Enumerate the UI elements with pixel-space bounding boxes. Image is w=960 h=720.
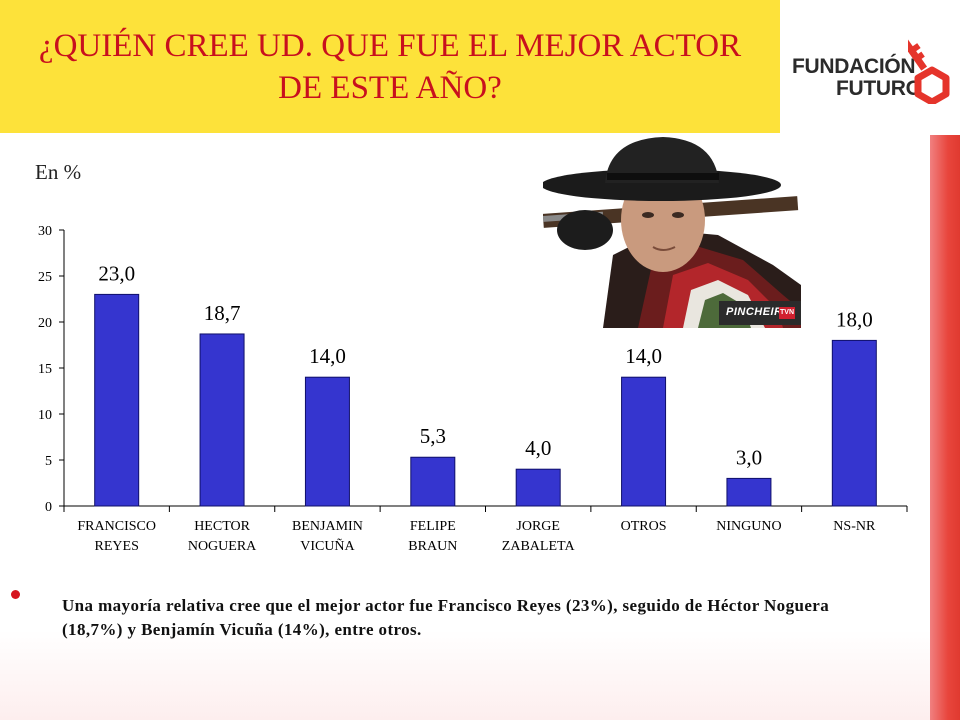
bar: [515, 468, 561, 507]
actor-photo: PINCHEIRA TVN: [543, 135, 801, 328]
decorative-stripe: [930, 135, 960, 720]
title-band: ¿QUIÉN CREE UD. QUE FUE EL MEJOR ACTOR D…: [0, 0, 780, 133]
data-label: 14,0: [625, 344, 662, 368]
x-tick-label: NS-NR: [833, 519, 876, 534]
unit-label: En %: [35, 160, 82, 184]
photo-caption: PINCHEIRA: [726, 306, 792, 318]
x-tick-label: ZABALETA: [502, 539, 576, 554]
bar: [831, 339, 877, 507]
x-tick-label: FRANCISCO: [77, 519, 156, 534]
summary-bullet: Una mayoría relativa cree que el mejor a…: [62, 596, 830, 639]
x-tick-label: REYES: [95, 539, 139, 554]
x-tick-label: NOGUERA: [188, 539, 257, 554]
bar: [410, 456, 456, 507]
data-label: 5,3: [420, 424, 446, 448]
x-tick-label: JORGE: [516, 519, 560, 534]
key-icon: [908, 38, 950, 104]
y-tick-label: 0: [45, 500, 52, 515]
x-tick-label: VICUÑA: [300, 538, 355, 554]
bar-chart: 0 5 10 15 20 25 30 23,0 FRANCISCO REYES 18,7 HECTOR…: [38, 224, 908, 554]
y-tick-label: 20: [38, 316, 52, 331]
data-label: 18,0: [836, 307, 873, 331]
data-label: 14,0: [309, 344, 346, 368]
fundacion-futuro-logo: FUNDACIÓN FUTURO: [790, 30, 960, 110]
y-tick-label: 30: [38, 224, 52, 239]
background-fade: [0, 630, 960, 720]
bar: [94, 293, 140, 507]
bar: [304, 376, 350, 507]
logo-line-1: FUNDACIÓN: [792, 55, 916, 78]
x-tick-label: FELIPE: [410, 519, 456, 534]
y-tick-label: 10: [38, 408, 52, 423]
x-tick-label: OTROS: [621, 519, 667, 534]
y-tick-label: 5: [45, 454, 52, 469]
data-label: 18,7: [204, 301, 241, 325]
logo-line-2: FUTURO: [836, 77, 922, 100]
bullet-icon: [11, 590, 20, 599]
data-label: 23,0: [98, 261, 135, 285]
y-tick-label: 15: [38, 362, 52, 377]
actor-illustration: [543, 135, 801, 328]
data-label: 3,0: [736, 445, 762, 469]
x-tick-label: BRAUN: [408, 539, 457, 554]
x-tick-label: HECTOR: [194, 519, 250, 534]
logo-wordmark: FUNDACIÓN FUTURO: [792, 56, 922, 100]
bar: [726, 477, 772, 507]
x-tick-label: NINGUNO: [716, 519, 781, 534]
tvn-badge: TVN: [779, 307, 795, 319]
bar: [621, 376, 667, 507]
y-tick-label: 25: [38, 270, 52, 285]
bar: [199, 333, 245, 507]
slide-title: ¿QUIÉN CREE UD. QUE FUE EL MEJOR ACTOR D…: [38, 27, 742, 106]
x-tick-label: BENJAMIN: [292, 519, 363, 534]
data-label: 4,0: [525, 436, 551, 460]
